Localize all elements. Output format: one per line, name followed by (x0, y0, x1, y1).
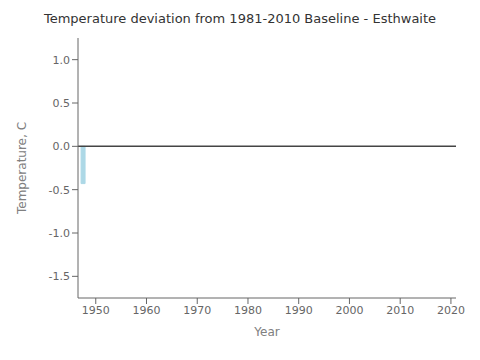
svg-text:-1.5: -1.5 (49, 270, 70, 283)
svg-text:1980: 1980 (234, 304, 262, 317)
svg-text:1960: 1960 (132, 304, 160, 317)
svg-text:Year: Year (253, 325, 279, 339)
svg-text:2010: 2010 (386, 304, 414, 317)
svg-text:-1.0: -1.0 (49, 227, 70, 240)
svg-text:-0.5: -0.5 (49, 184, 70, 197)
svg-text:Temperature, C: Temperature, C (15, 122, 29, 215)
svg-text:2000: 2000 (335, 304, 363, 317)
svg-text:1970: 1970 (183, 304, 211, 317)
svg-text:1950: 1950 (82, 304, 110, 317)
svg-text:0.5: 0.5 (53, 97, 71, 110)
svg-text:1990: 1990 (285, 304, 313, 317)
svg-text:1.0: 1.0 (53, 54, 71, 67)
html-text:Temperature deviation from 198: Temperature deviation from 1981-2010 Bas… (43, 11, 437, 26)
svg-text:2020: 2020 (437, 304, 465, 317)
svg-text:0.0: 0.0 (53, 140, 71, 153)
